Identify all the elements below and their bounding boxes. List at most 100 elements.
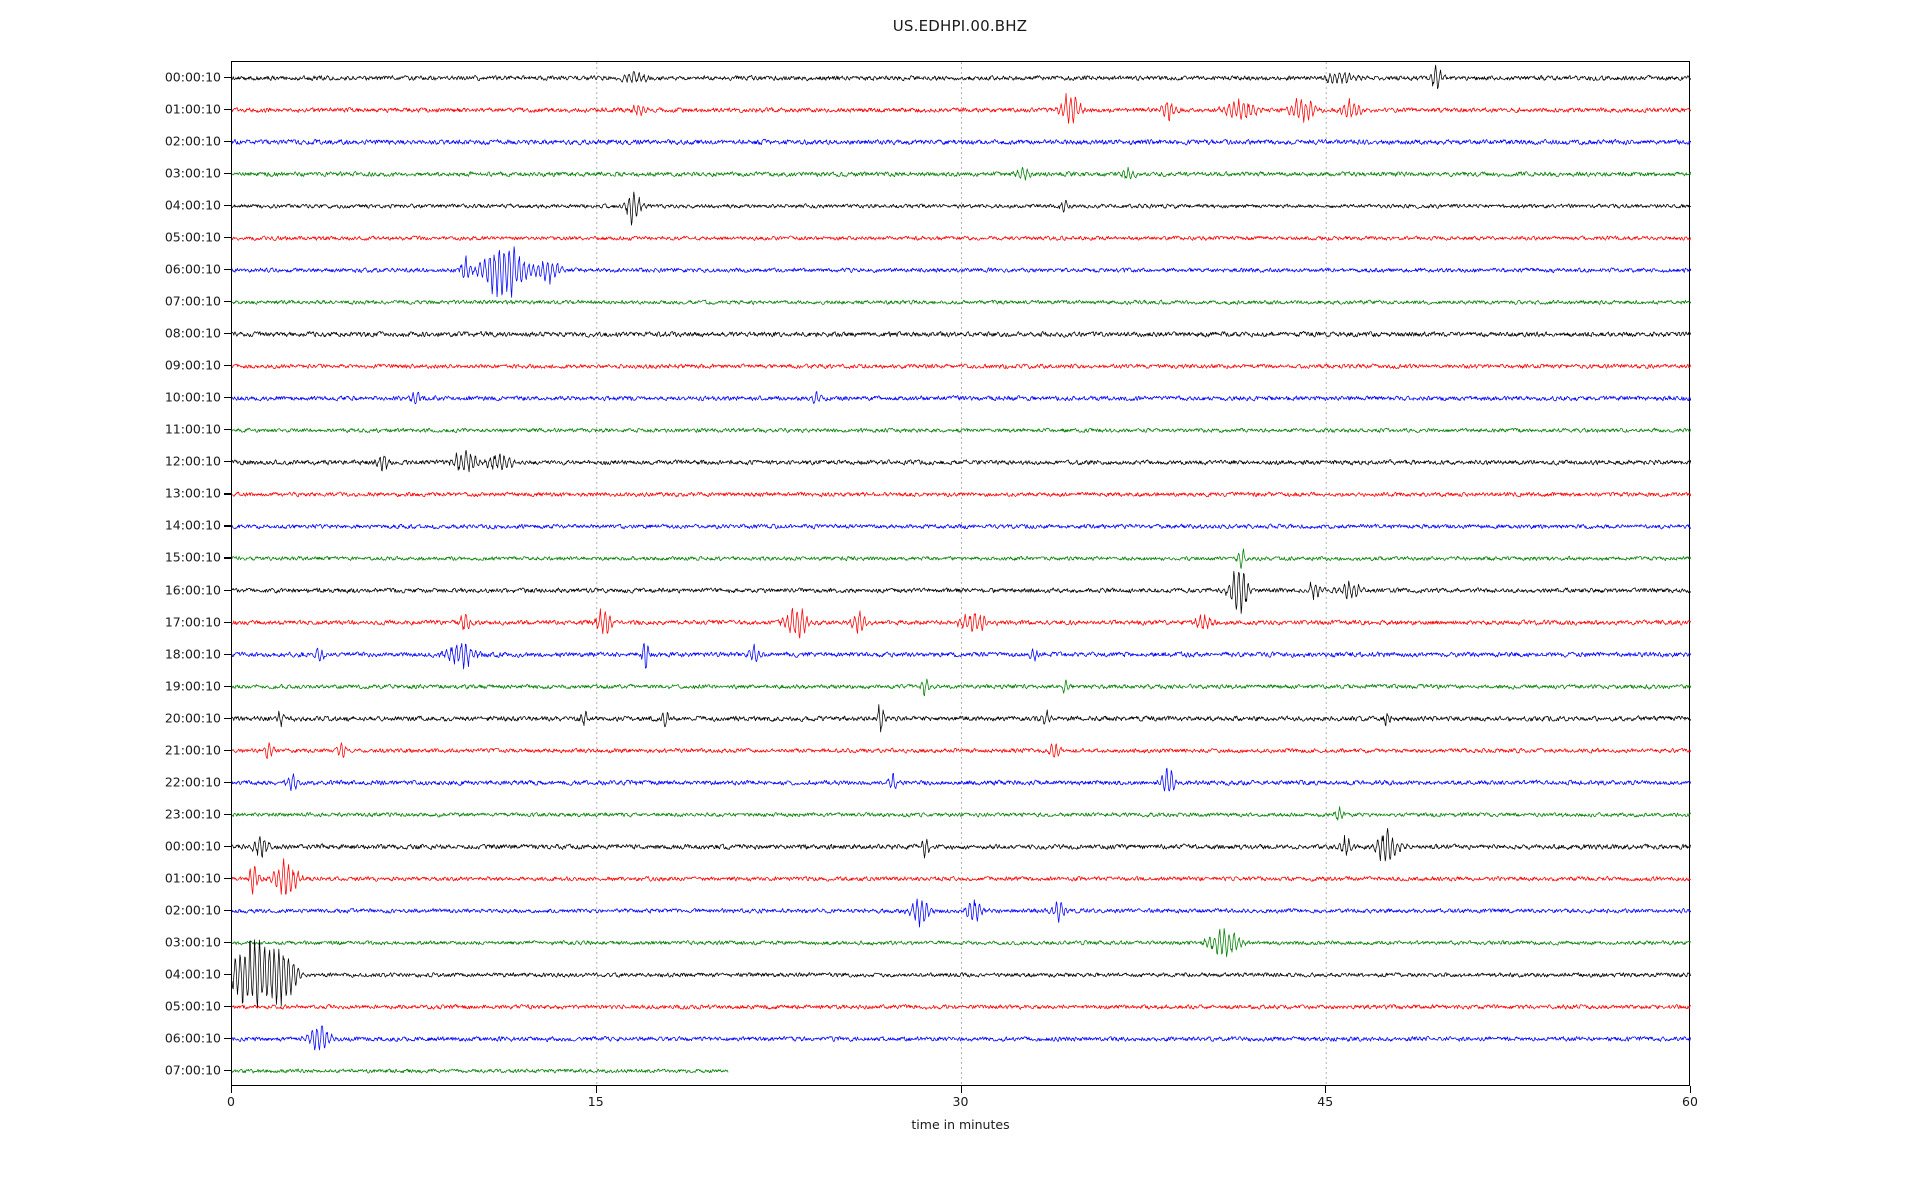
y-tick-label: 02:00:10 (164, 902, 221, 918)
y-tick-mark (224, 1005, 231, 1008)
y-tick-mark (224, 301, 231, 303)
seismic-trace (232, 548, 1691, 569)
y-tick-label: 01:00:10 (164, 870, 221, 886)
x-tick-mark (231, 1086, 233, 1093)
seismic-trace (232, 491, 1691, 498)
seismic-trace (232, 642, 1691, 670)
y-tick-label: 22:00:10 (164, 774, 221, 790)
trace-canvas (232, 62, 1691, 1087)
y-tick-label: 19:00:10 (164, 678, 221, 694)
seismic-trace (232, 138, 1691, 146)
x-tick-mark (595, 1086, 597, 1093)
seismic-trace (232, 806, 1691, 821)
seismic-trace (232, 928, 1691, 958)
seismic-trace (232, 93, 1691, 124)
y-tick-label: 21:00:10 (164, 742, 221, 758)
y-tick-label: 11:00:10 (164, 421, 221, 437)
y-tick-mark (224, 205, 231, 207)
y-tick-label: 06:00:10 (164, 261, 221, 277)
x-tick-label: 60 (1682, 1094, 1698, 1109)
seismic-trace (232, 1004, 1691, 1010)
y-tick-mark (224, 493, 231, 495)
y-tick-mark (224, 525, 231, 527)
x-tick-label: 0 (227, 1094, 235, 1109)
seismic-trace (232, 742, 1691, 759)
y-tick-label: 04:00:10 (164, 966, 221, 982)
seismic-trace (232, 704, 1691, 733)
y-tick-label: 17:00:10 (164, 614, 221, 630)
y-tick-label: 09:00:10 (164, 357, 221, 373)
y-tick-mark (224, 429, 231, 431)
y-tick-mark (224, 397, 231, 399)
x-tick-label: 15 (587, 1094, 604, 1109)
seismic-trace (232, 523, 1691, 530)
y-tick-label: 20:00:10 (164, 710, 221, 726)
y-tick-mark (224, 557, 231, 559)
y-tick-label: 01:00:10 (164, 101, 221, 117)
x-tick-label: 30 (952, 1094, 969, 1109)
y-tick-label: 14:00:10 (164, 517, 221, 533)
y-tick-mark (224, 845, 231, 847)
seismic-trace (232, 246, 1691, 298)
y-tick-label: 03:00:10 (164, 165, 221, 181)
y-tick-mark (224, 877, 231, 879)
y-tick-label: 23:00:10 (164, 806, 221, 822)
y-tick-mark (224, 909, 231, 911)
y-tick-label: 13:00:10 (164, 485, 221, 501)
page-title: US.EDHPI.00.BHZ (892, 17, 1028, 35)
y-tick-mark (224, 1069, 231, 1072)
y-tick-label: 08:00:10 (164, 325, 221, 341)
y-tick-mark (224, 1037, 231, 1040)
y-tick-label: 15:00:10 (164, 549, 221, 565)
seismic-trace (232, 607, 1691, 639)
y-tick-label: 00:00:10 (164, 69, 221, 85)
y-tick-mark (224, 749, 231, 751)
seismic-trace (232, 678, 1691, 697)
y-tick-mark (224, 813, 231, 815)
seismic-trace (232, 191, 1691, 226)
y-tick-label: 02:00:10 (164, 133, 221, 149)
y-tick-label: 16:00:10 (164, 582, 221, 598)
y-tick-label: 06:00:10 (164, 1030, 221, 1046)
y-tick-mark (224, 77, 231, 79)
y-tick-mark (224, 269, 231, 271)
y-tick-mark (224, 685, 231, 687)
y-tick-label: 07:00:10 (164, 293, 221, 309)
seismic-trace (232, 363, 1691, 370)
y-tick-mark (224, 941, 231, 943)
y-tick-mark (224, 621, 231, 623)
y-tick-mark (224, 173, 231, 175)
y-tick-label: 12:00:10 (164, 453, 221, 469)
seismic-trace (232, 299, 1691, 305)
seismic-trace (232, 898, 1691, 928)
x-tick-mark (960, 1086, 962, 1093)
seismic-trace (232, 391, 1691, 405)
y-tick-label: 00:00:10 (164, 838, 221, 854)
x-tick-mark (1690, 1086, 1692, 1093)
y-tick-label: 05:00:10 (164, 229, 221, 245)
seismic-trace (232, 827, 1691, 862)
y-tick-label: 07:00:10 (164, 1062, 221, 1078)
y-tick-mark (224, 365, 231, 367)
y-tick-label: 18:00:10 (164, 646, 221, 662)
seismic-trace (232, 330, 1691, 338)
y-tick-mark (224, 461, 231, 463)
y-tick-label: 04:00:10 (164, 197, 221, 213)
seismic-trace (232, 939, 1691, 1008)
seismic-trace (232, 64, 1691, 90)
y-tick-mark (224, 589, 231, 591)
y-tick-mark (224, 141, 231, 143)
plot-axes (231, 61, 1691, 1087)
seismic-trace (232, 767, 1691, 792)
seismic-trace (232, 1025, 1691, 1051)
y-tick-mark (224, 717, 231, 719)
x-axis-label: time in minutes (911, 1117, 1010, 1132)
y-tick-mark (224, 653, 231, 655)
y-tick-label: 10:00:10 (164, 389, 221, 405)
y-tick-mark (224, 333, 231, 335)
x-tick-mark (1325, 1086, 1327, 1093)
y-tick-mark (224, 973, 231, 975)
y-tick-mark (224, 781, 231, 783)
y-tick-label: 05:00:10 (164, 998, 221, 1014)
